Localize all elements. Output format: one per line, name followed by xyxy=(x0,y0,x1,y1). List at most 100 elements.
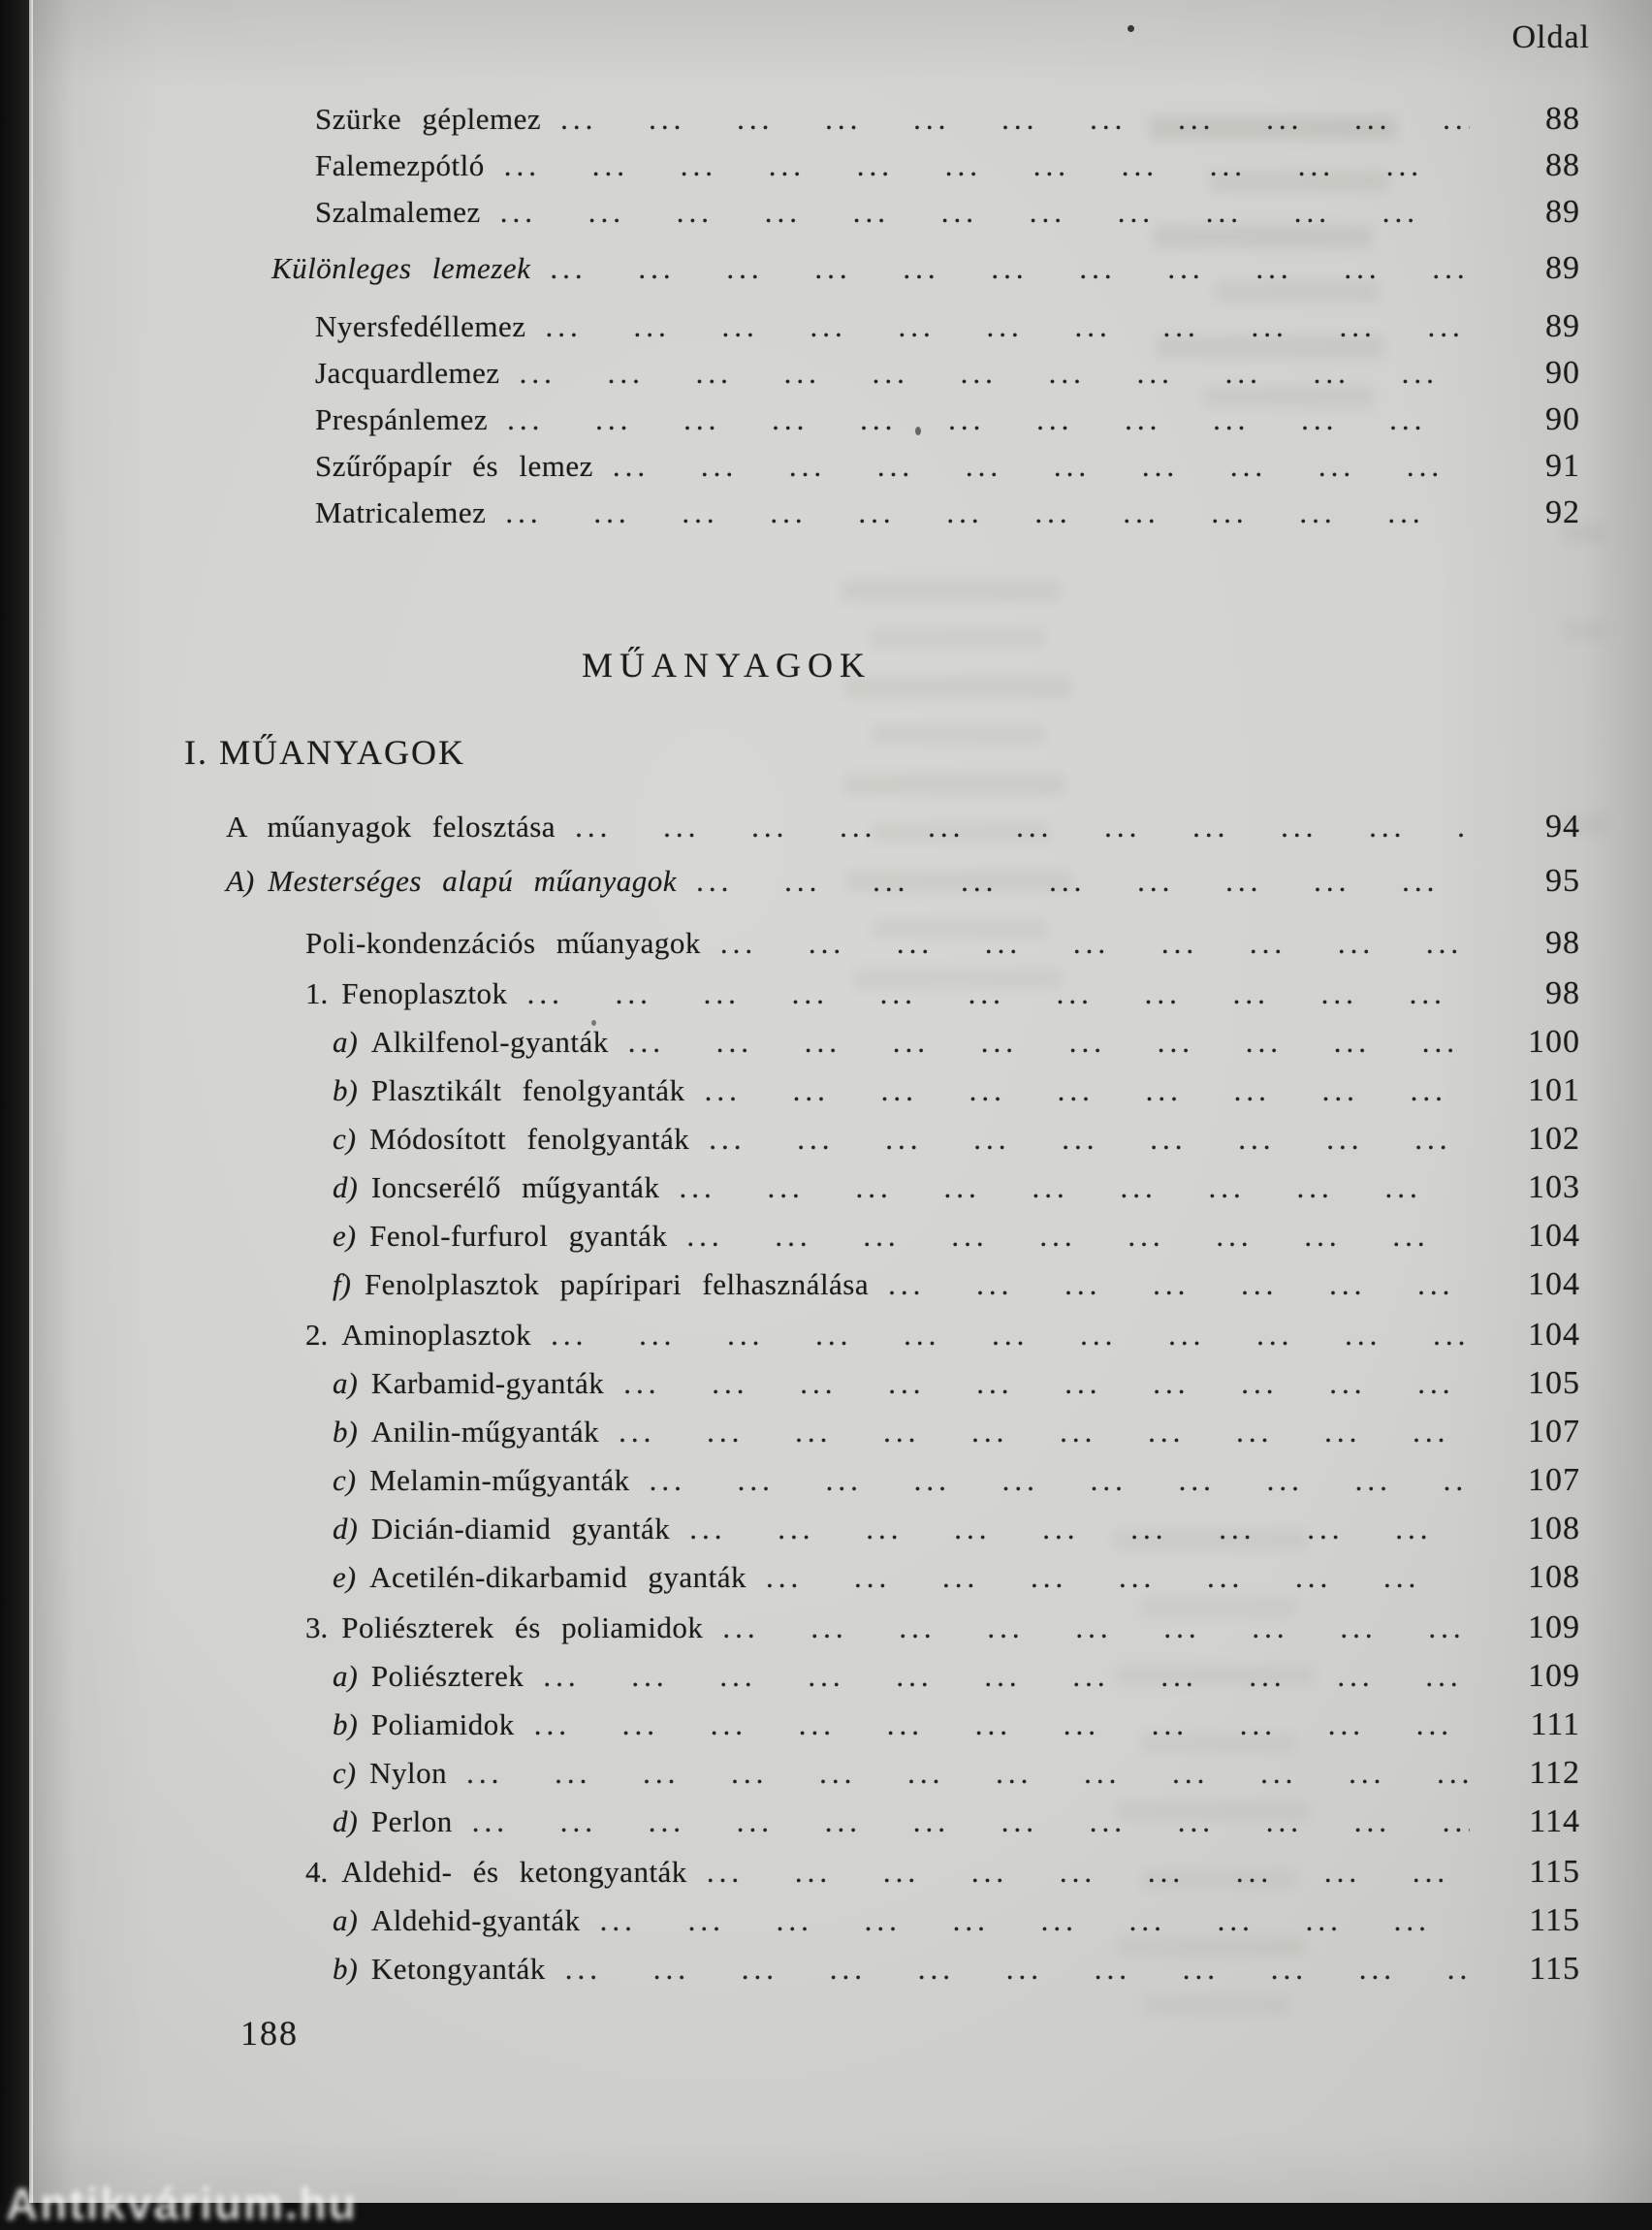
toc-entry-prefix: 1. xyxy=(305,976,329,1010)
dot-leader: ... ... ... ... ... ... ... ... ... ... … xyxy=(545,310,1471,343)
dot-leader: ... ... ... ... ... ... ... ... ... ... … xyxy=(686,1220,1470,1253)
toc-row: Falemezpótló ... ... ... ... ... ... ...… xyxy=(29,149,1652,182)
dot-leader: ... ... ... ... ... ... ... ... ... ... … xyxy=(499,196,1470,229)
dot-leader: ... ... ... ... ... ... ... ... ... ... … xyxy=(689,1513,1470,1545)
dot-leader: ... ... ... ... ... ... ... ... ... ... … xyxy=(543,1660,1470,1693)
toc-entry-prefix: 3. xyxy=(305,1610,329,1644)
toc-entry-label: Szalmalemez xyxy=(315,195,481,229)
toc-page-number: 101 xyxy=(1528,1072,1580,1108)
dot-leader: ... ... ... ... ... ... ... ... ... ... … xyxy=(471,1805,1470,1838)
toc-entry-label: Poliészterek és poliamidok xyxy=(341,1610,704,1644)
dot-leader: ... ... ... ... ... ... ... ... ... ... … xyxy=(627,1026,1470,1059)
toc-entry-prefix: b) xyxy=(333,1707,358,1741)
toc-entry-label: Aminoplasztok xyxy=(341,1318,532,1352)
toc-page-number: 109 xyxy=(1528,1658,1580,1694)
toc-entry-label: Ketongyanták xyxy=(370,1952,546,1986)
toc-row: d) Perlon ... ... ... ... ... ... ... ..… xyxy=(29,1805,1652,1838)
toc-entry-prefix: b) xyxy=(333,1952,358,1986)
dot-leader: ... ... ... ... ... ... ... ... ... ... … xyxy=(679,1171,1470,1204)
toc-row: A) Mesterséges alapú műanyagok ... ... .… xyxy=(29,865,1652,898)
toc-row: Szűrőpapír és lemez ... ... ... ... ... … xyxy=(29,450,1652,483)
chapter-heading: MŰANYAGOK xyxy=(582,646,873,685)
toc-entry-prefix: a) xyxy=(333,1903,358,1937)
toc-entry-label: Fenol-furfurol gyanták xyxy=(369,1219,668,1253)
toc-row: d) Ioncserélő műgyanták ... ... ... ... … xyxy=(29,1171,1652,1204)
toc-entry-label: Melamin-műgyanták xyxy=(369,1463,630,1497)
toc-entry-prefix: b) xyxy=(333,1415,358,1449)
toc-entry-label: Acetilén-dikarbamid gyanták xyxy=(369,1560,747,1594)
toc-entry-label: Mesterséges alapú műanyagok xyxy=(268,864,678,898)
dot-leader: ... ... ... ... ... ... ... ... ... ... … xyxy=(560,103,1470,136)
toc-page-number: 104 xyxy=(1528,1218,1580,1254)
toc-entry-label: Alkilfenol-gyanták xyxy=(370,1025,609,1059)
toc-entry-label: Anilin-műgyanták xyxy=(370,1415,600,1449)
toc-entry-prefix: d) xyxy=(333,1804,358,1838)
toc-page-number: 88 xyxy=(1545,147,1580,183)
toc-entry-prefix: c) xyxy=(333,1756,357,1790)
toc-page-number: 88 xyxy=(1545,101,1580,137)
toc-entry-prefix: a) xyxy=(333,1366,358,1400)
watermark: Antikvárium.hu xyxy=(6,2179,358,2229)
toc-page-number: 98 xyxy=(1545,975,1580,1011)
dot-leader: ... ... ... ... ... ... ... ... ... ... … xyxy=(612,450,1470,483)
toc-entry-label: Perlon xyxy=(370,1804,453,1838)
toc-page-number: 91 xyxy=(1545,448,1580,484)
toc-entry-prefix: e) xyxy=(333,1560,357,1594)
toc-entry-label: Poliamidok xyxy=(370,1707,515,1741)
dot-leader: ... ... ... ... ... ... ... ... ... ... … xyxy=(719,927,1470,960)
toc-row: a) Karbamid-gyanták ... ... ... ... ... … xyxy=(29,1367,1652,1400)
toc-page-number: 89 xyxy=(1545,194,1580,230)
toc-row: d) Dicián-diamid gyanták ... ... ... ...… xyxy=(29,1513,1652,1545)
toc-entry-label: Aldehid- és ketongyanták xyxy=(341,1855,687,1889)
toc-row: 4. Aldehid- és ketongyanták ... ... ... … xyxy=(29,1856,1652,1889)
dot-leader: ... ... ... ... ... ... ... ... ... ... … xyxy=(575,811,1470,844)
toc-top-section: Szürke géplemez ... ... ... ... ... ... … xyxy=(29,103,1652,529)
toc-row: a) Alkilfenol-gyanták ... ... ... ... ..… xyxy=(29,1026,1652,1059)
dot-leader: ... ... ... ... ... ... ... ... ... ... … xyxy=(704,1074,1470,1107)
toc-page-number: 105 xyxy=(1528,1365,1580,1401)
toc-row: c) Melamin-műgyanták ... ... ... ... ...… xyxy=(29,1464,1652,1497)
dot-leader: ... ... ... ... ... ... ... ... ... ... … xyxy=(505,496,1470,529)
toc-entry-prefix: e) xyxy=(333,1219,357,1253)
toc-page-number: 115 xyxy=(1529,1854,1580,1890)
toc-page-number: 90 xyxy=(1545,355,1580,391)
toc-entry-prefix: d) xyxy=(333,1512,358,1545)
toc-page-number: 115 xyxy=(1529,1951,1580,1987)
toc-page-number: 114 xyxy=(1529,1803,1580,1839)
toc-page-number: 104 xyxy=(1528,1317,1580,1353)
toc-entry-prefix: f) xyxy=(333,1267,351,1301)
toc-entry-prefix: 4. xyxy=(305,1855,329,1889)
toc-entry-prefix: A) xyxy=(226,864,255,898)
toc-entry-label: A műanyagok felosztása xyxy=(226,810,556,844)
toc-page-number: 102 xyxy=(1528,1121,1580,1157)
toc-row: a) Poliészterek ... ... ... ... ... ... … xyxy=(29,1660,1652,1693)
toc-row: f) Fenolplasztok papíripari felhasználás… xyxy=(29,1268,1652,1301)
toc-main-section: A műanyagok felosztása ... ... ... ... .… xyxy=(29,811,1652,1986)
toc-entry-label: Szűrőpapír és lemez xyxy=(315,449,593,483)
toc-page-number: 108 xyxy=(1528,1559,1580,1595)
toc-row: Szürke géplemez ... ... ... ... ... ... … xyxy=(29,103,1652,136)
toc-entry-label: Poliészterek xyxy=(370,1659,524,1693)
dot-leader: ... ... ... ... ... ... ... ... ... ... … xyxy=(619,1416,1470,1449)
toc-entry-label: Nyersfedéllemez xyxy=(315,309,526,343)
dot-leader: ... ... ... ... ... ... ... ... ... ... … xyxy=(709,1123,1470,1156)
toc-page-number: 112 xyxy=(1529,1755,1580,1791)
toc-entry-label: Fenolplasztok papíripari felhasználása xyxy=(364,1267,870,1301)
toc-page-number: 95 xyxy=(1545,863,1580,899)
toc-entry-prefix: c) xyxy=(333,1122,357,1156)
toc-row: Szalmalemez ... ... ... ... ... ... ... … xyxy=(29,196,1652,229)
toc-entry-prefix: d) xyxy=(333,1170,358,1204)
book-gutter-shadow xyxy=(0,0,29,2203)
toc-entry-label: Plasztikált fenolgyanták xyxy=(370,1073,685,1107)
table-of-contents: Szürke géplemez ... ... ... ... ... ... … xyxy=(29,0,1652,2054)
toc-row: b) Ketongyanták ... ... ... ... ... ... … xyxy=(29,1953,1652,1986)
toc-page-number: 89 xyxy=(1545,250,1580,286)
toc-page-number: 107 xyxy=(1528,1414,1580,1450)
toc-page-number: 100 xyxy=(1528,1024,1580,1060)
dot-leader: ... ... ... ... ... ... ... ... ... ... … xyxy=(706,1856,1470,1889)
toc-entry-prefix: 2. xyxy=(305,1318,329,1352)
toc-row: a) Aldehid-gyanták ... ... ... ... ... .… xyxy=(29,1904,1652,1937)
toc-entry-prefix: a) xyxy=(333,1025,358,1059)
book-page xyxy=(29,0,1652,2203)
